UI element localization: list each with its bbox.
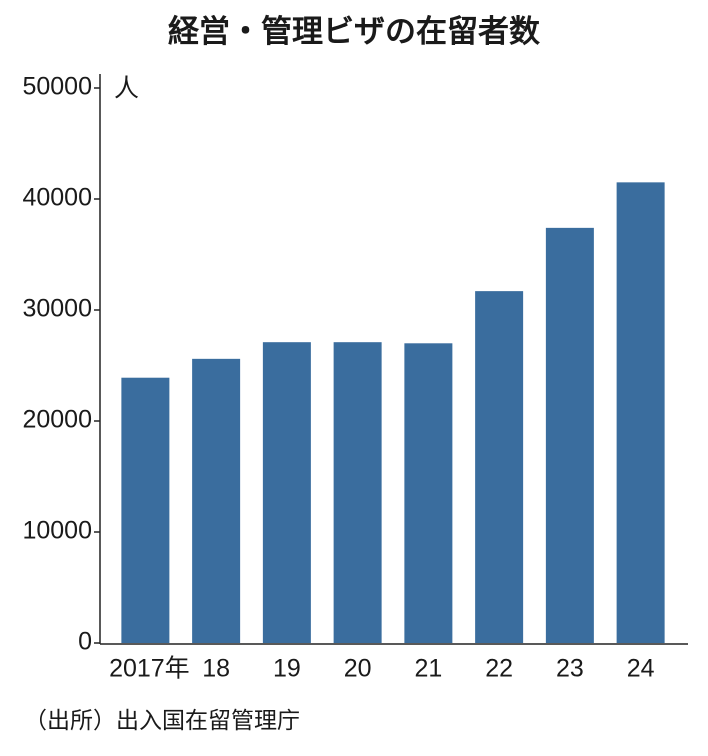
x-tick-label: 2017年 [109,655,190,683]
bar [404,343,453,643]
bar [262,342,311,643]
bar [616,182,665,643]
source: （出所）出入国在留管理庁 [24,707,300,733]
x-tick-label: 23 [556,655,584,683]
bar [545,227,594,644]
x-tick-label: 18 [202,655,230,683]
y-tick-label: 10000 [22,517,92,545]
x-tick-label: 21 [414,655,442,683]
y-tick-label: 30000 [22,295,92,323]
y-tick-label: 40000 [22,184,92,212]
y-tick-label: 20000 [22,406,92,434]
x-tick-label: 22 [485,655,513,683]
y-tick-label: 0 [78,628,92,656]
y-unit: 人 [114,75,139,103]
bar [192,358,241,643]
x-tick-label: 24 [627,655,655,683]
x-tick-label: 20 [344,655,372,683]
bar [121,377,170,643]
chart-title: 経営・管理ビザの在留者数 [168,14,540,49]
bar [333,342,382,643]
y-tick-label: 50000 [22,73,92,101]
x-tick-label: 19 [273,655,301,683]
bar [475,291,524,643]
